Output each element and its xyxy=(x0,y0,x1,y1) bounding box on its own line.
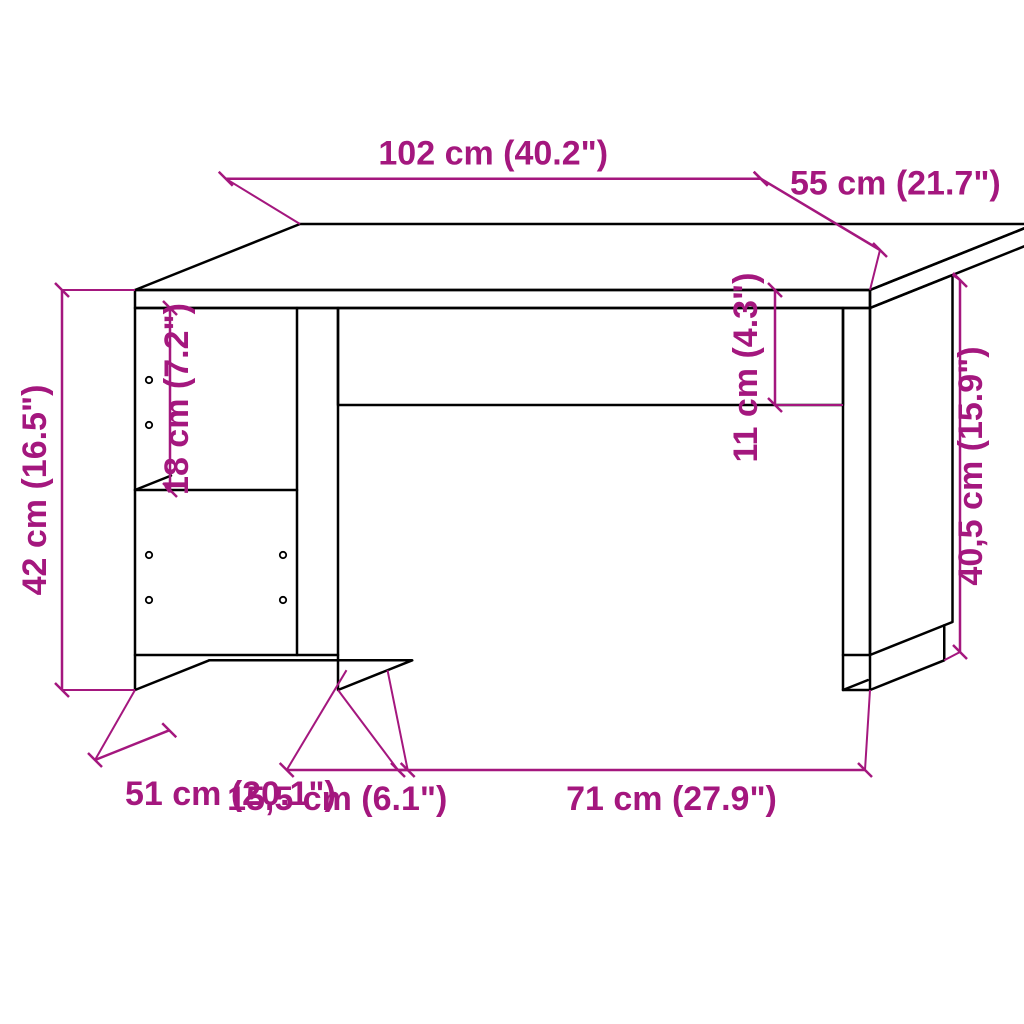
dim-left-shelf: 18 cm (7.2") xyxy=(158,303,196,495)
dim-top-depth: 55 cm (21.7") xyxy=(790,164,1001,202)
dim-bottom-span: 71 cm (27.9") xyxy=(566,780,777,818)
dim-right-apron: 11 cm (4.3") xyxy=(727,272,765,462)
dim-right-height: 40,5 cm (15.9") xyxy=(952,346,990,585)
dimension-labels: 102 cm (40.2") 55 cm (21.7") 42 cm (16.5")… xyxy=(16,135,1001,818)
dim-top-width: 102 cm (40.2") xyxy=(378,135,608,173)
table-outline xyxy=(135,224,1024,690)
furniture-dimension-diagram: 102 cm (40.2") 55 cm (21.7") 42 cm (16.5")… xyxy=(0,0,1024,1024)
dim-left-height: 42 cm (16.5") xyxy=(16,385,54,596)
dim-bottom-panel: 15,5 cm (6.1") xyxy=(227,780,447,818)
